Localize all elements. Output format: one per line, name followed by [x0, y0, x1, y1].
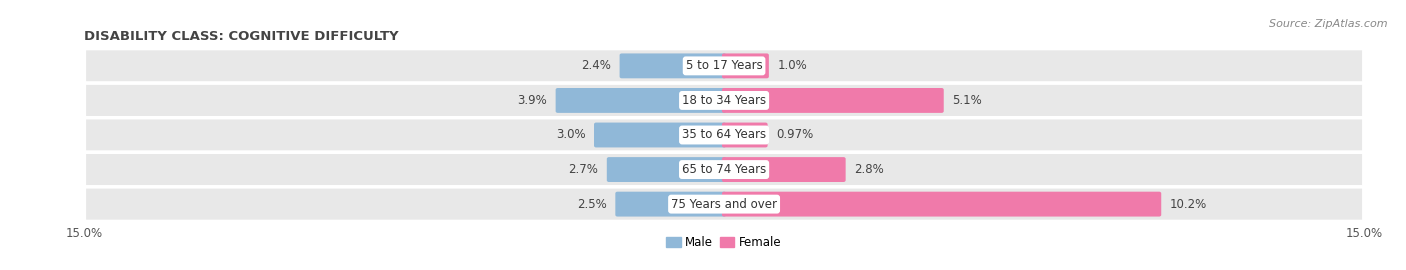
Text: 65 to 74 Years: 65 to 74 Years: [682, 163, 766, 176]
FancyBboxPatch shape: [84, 187, 1364, 221]
Text: Source: ZipAtlas.com: Source: ZipAtlas.com: [1270, 19, 1388, 29]
FancyBboxPatch shape: [593, 123, 727, 147]
FancyBboxPatch shape: [84, 49, 1364, 83]
Text: 3.9%: 3.9%: [517, 94, 547, 107]
FancyBboxPatch shape: [84, 152, 1364, 187]
Text: 2.7%: 2.7%: [568, 163, 599, 176]
Text: 18 to 34 Years: 18 to 34 Years: [682, 94, 766, 107]
Legend: Male, Female: Male, Female: [662, 231, 786, 254]
FancyBboxPatch shape: [721, 88, 943, 113]
FancyBboxPatch shape: [721, 123, 768, 147]
FancyBboxPatch shape: [616, 192, 727, 217]
Text: 10.2%: 10.2%: [1170, 198, 1206, 211]
Text: 3.0%: 3.0%: [555, 129, 585, 141]
FancyBboxPatch shape: [721, 53, 769, 78]
FancyBboxPatch shape: [555, 88, 727, 113]
Text: 75 Years and over: 75 Years and over: [671, 198, 778, 211]
Text: 5.1%: 5.1%: [952, 94, 981, 107]
FancyBboxPatch shape: [84, 83, 1364, 118]
FancyBboxPatch shape: [84, 118, 1364, 152]
Text: DISABILITY CLASS: COGNITIVE DIFFICULTY: DISABILITY CLASS: COGNITIVE DIFFICULTY: [84, 30, 399, 43]
FancyBboxPatch shape: [607, 157, 727, 182]
FancyBboxPatch shape: [721, 192, 1161, 217]
Text: 0.97%: 0.97%: [776, 129, 814, 141]
Text: 2.5%: 2.5%: [576, 198, 607, 211]
Text: 5 to 17 Years: 5 to 17 Years: [686, 59, 762, 72]
Text: 2.4%: 2.4%: [581, 59, 612, 72]
Text: 35 to 64 Years: 35 to 64 Years: [682, 129, 766, 141]
Text: 2.8%: 2.8%: [855, 163, 884, 176]
Text: 1.0%: 1.0%: [778, 59, 807, 72]
FancyBboxPatch shape: [620, 53, 727, 78]
FancyBboxPatch shape: [721, 157, 845, 182]
